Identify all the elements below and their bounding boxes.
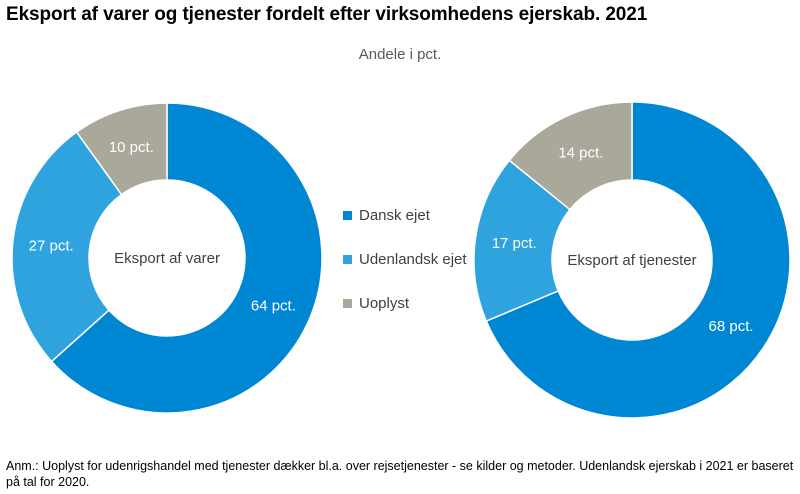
- legend-label-udenlandsk: Udenlandsk ejet: [359, 250, 467, 268]
- legend-swatch-uoplyst: [343, 298, 352, 308]
- data-label-dansk: 68 pct.: [709, 318, 754, 335]
- slice-dansk: [50, 102, 323, 414]
- donut-chart-1: 64 pct. 27 pct. 10 pct. Eksport af varer: [11, 102, 323, 414]
- legend-label-dansk: Dansk ejet: [359, 206, 430, 224]
- footnote: Anm.: Uoplyst for udenrigshandel med tje…: [6, 459, 794, 489]
- center-label: Eksport af tjenester: [567, 252, 696, 269]
- slice-dansk: [485, 101, 791, 419]
- legend: Dansk ejet Udenlandsk ejet Uoplyst: [343, 204, 467, 336]
- legend-item-udenlandsk: Udenlandsk ejet: [343, 248, 467, 270]
- slice-uoplyst: [508, 101, 633, 211]
- chart-title: Eksport af varer og tjenester fordelt ef…: [6, 4, 648, 25]
- data-label-uoplyst: 10 pct.: [109, 139, 154, 156]
- data-label-dansk: 64 pct.: [251, 297, 296, 314]
- legend-swatch-dansk: [343, 210, 352, 220]
- slice-uoplyst: [75, 102, 168, 196]
- center-label: Eksport af varer: [114, 250, 220, 267]
- legend-label-uoplyst: Uoplyst: [359, 294, 410, 312]
- legend-swatch-udenlandsk: [343, 254, 352, 264]
- data-label-uoplyst: 14 pct.: [558, 145, 603, 162]
- donut-chart-2: 68 pct. 17 pct. 14 pct. Eksport af tjeneste…: [473, 101, 791, 419]
- slice-udenlandsk: [473, 159, 571, 323]
- data-label-udenlandsk: 17 pct.: [492, 235, 537, 252]
- chart-subtitle: Andele i pct.: [358, 46, 442, 63]
- data-label-udenlandsk: 27 pct.: [29, 237, 74, 254]
- legend-item-dansk: Dansk ejet: [343, 204, 467, 226]
- slice-udenlandsk: [11, 130, 123, 363]
- legend-item-uoplyst: Uoplyst: [343, 292, 467, 314]
